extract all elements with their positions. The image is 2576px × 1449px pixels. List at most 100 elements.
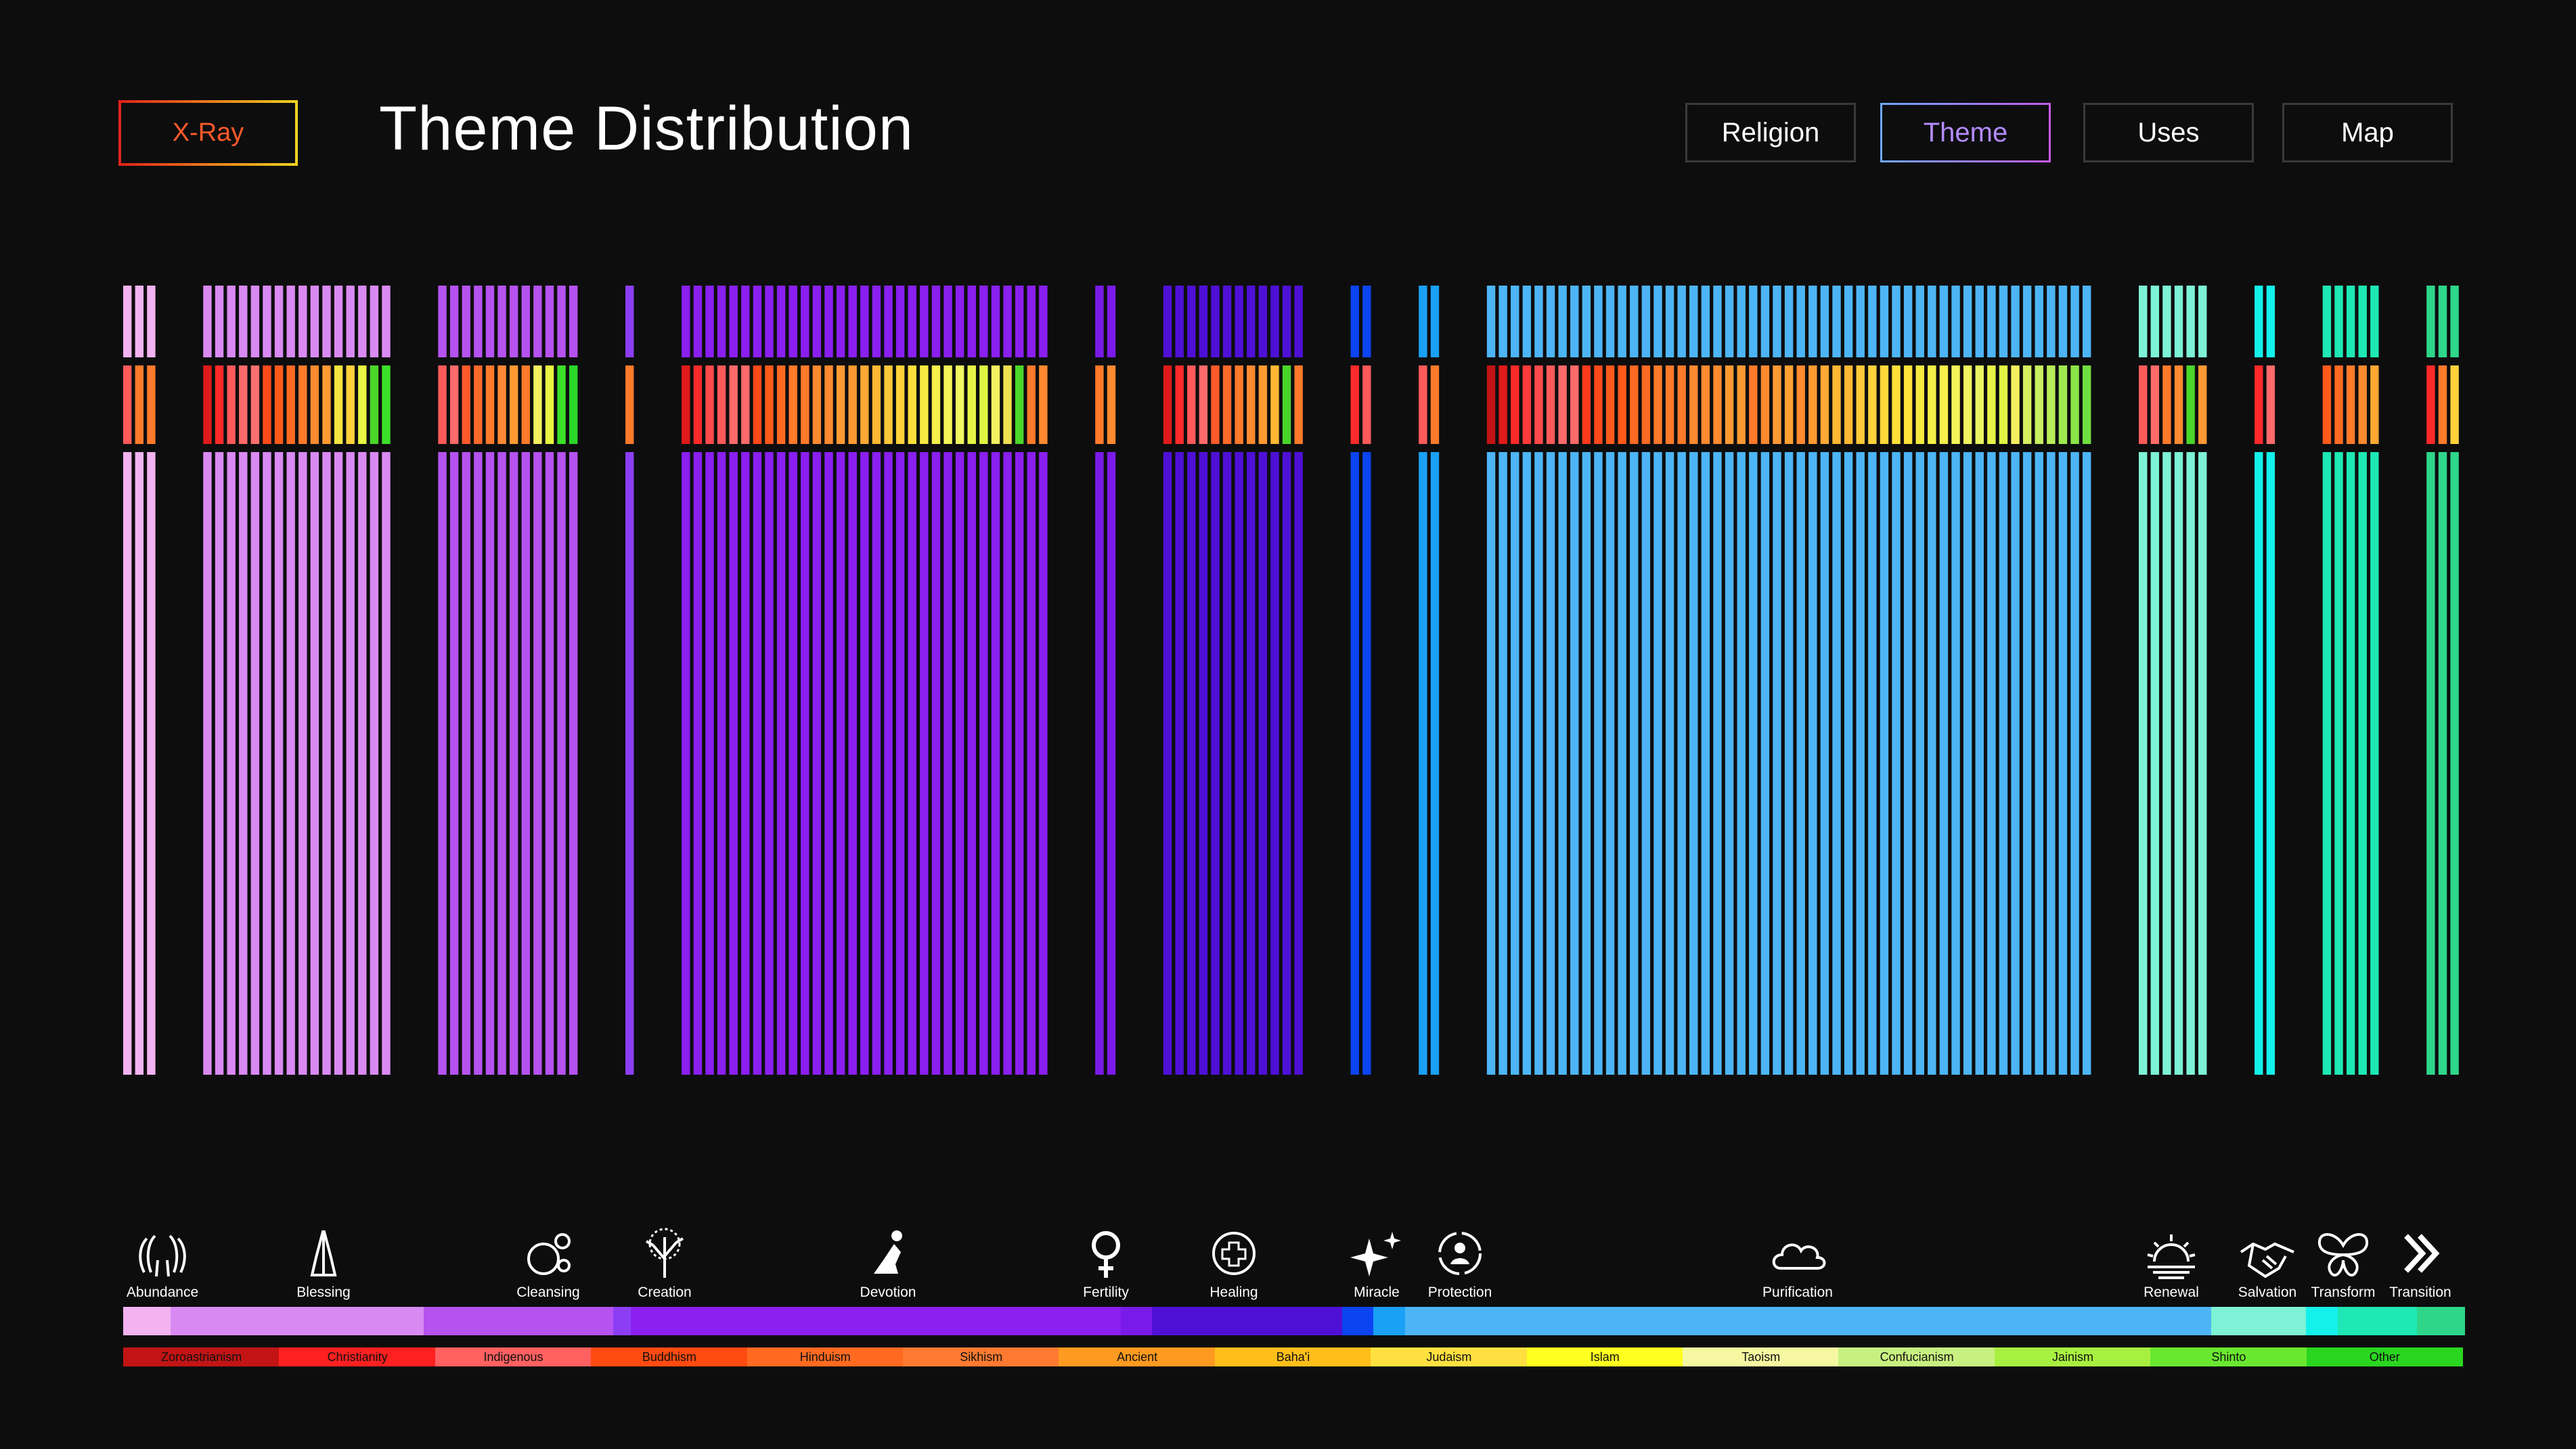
theme-stripe[interactable] xyxy=(497,286,506,357)
theme-stripe[interactable] xyxy=(1594,286,1603,357)
theme-stripe[interactable] xyxy=(1808,452,1817,1075)
religion-stripe[interactable] xyxy=(1653,365,1662,444)
theme-legend-item[interactable]: Creation xyxy=(624,1225,705,1301)
theme-bar-segment[interactable] xyxy=(2337,1307,2418,1335)
religion-stripe[interactable] xyxy=(1163,365,1172,444)
theme-stripe[interactable] xyxy=(848,452,857,1075)
theme-stripe[interactable] xyxy=(382,452,391,1075)
religion-stripe[interactable] xyxy=(801,365,809,444)
theme-stripe[interactable] xyxy=(1258,452,1268,1075)
theme-stripe[interactable] xyxy=(1880,452,1889,1075)
theme-stripe[interactable] xyxy=(310,452,319,1075)
theme-stripe[interactable] xyxy=(1270,286,1279,357)
theme-stripe[interactable] xyxy=(884,286,893,357)
religion-stripe[interactable] xyxy=(1975,365,1984,444)
religion-stripe[interactable] xyxy=(2346,365,2355,444)
religion-stripe[interactable] xyxy=(1362,365,1371,444)
theme-stripe[interactable] xyxy=(824,286,833,357)
religion-stripe[interactable] xyxy=(1844,365,1853,444)
religion-legend-item[interactable]: Sikhism xyxy=(903,1347,1060,1366)
religion-stripe[interactable] xyxy=(1796,365,1805,444)
religion-stripe[interactable] xyxy=(2070,365,2079,444)
theme-stripe[interactable] xyxy=(1294,286,1303,357)
religion-stripe[interactable] xyxy=(1199,365,1208,444)
theme-stripe[interactable] xyxy=(2370,452,2379,1075)
theme-stripe[interactable] xyxy=(741,286,750,357)
theme-stripe[interactable] xyxy=(801,286,809,357)
theme-stripe[interactable] xyxy=(509,286,518,357)
theme-stripe[interactable] xyxy=(334,286,343,357)
religion-stripe[interactable] xyxy=(967,365,976,444)
religion-stripe[interactable] xyxy=(449,365,459,444)
religion-stripe[interactable] xyxy=(789,365,797,444)
theme-stripe[interactable] xyxy=(2438,452,2447,1075)
religion-stripe[interactable] xyxy=(1963,365,1972,444)
theme-stripe[interactable] xyxy=(509,452,518,1075)
religion-stripe[interactable] xyxy=(462,365,470,444)
religion-stripe[interactable] xyxy=(1258,365,1268,444)
theme-stripe[interactable] xyxy=(943,286,952,357)
religion-legend-item[interactable]: Hinduism xyxy=(747,1347,904,1366)
theme-stripe[interactable] xyxy=(1247,286,1256,357)
religion-stripe[interactable] xyxy=(693,365,703,444)
religion-stripe[interactable] xyxy=(557,365,566,444)
religion-stripe[interactable] xyxy=(1677,365,1686,444)
theme-stripe[interactable] xyxy=(1641,452,1651,1075)
theme-stripe[interactable] xyxy=(1915,452,1924,1075)
religion-stripe[interactable] xyxy=(286,365,295,444)
religion-stripe[interactable] xyxy=(2139,365,2148,444)
theme-stripe[interactable] xyxy=(1701,452,1710,1075)
religion-stripe[interactable] xyxy=(836,365,845,444)
theme-stripe[interactable] xyxy=(682,286,690,357)
theme-stripe[interactable] xyxy=(1199,286,1208,357)
theme-stripe[interactable] xyxy=(1107,452,1116,1075)
theme-stripe[interactable] xyxy=(1027,286,1036,357)
theme-stripe[interactable] xyxy=(908,286,916,357)
theme-stripe[interactable] xyxy=(789,286,797,357)
religion-stripe[interactable] xyxy=(1903,365,1913,444)
religion-stripe[interactable] xyxy=(1773,365,1781,444)
theme-stripe[interactable] xyxy=(1951,452,1960,1075)
theme-stripe[interactable] xyxy=(1605,452,1615,1075)
theme-stripe[interactable] xyxy=(203,286,212,357)
religion-stripe[interactable] xyxy=(1713,365,1722,444)
theme-stripe[interactable] xyxy=(1665,286,1674,357)
religion-stripe[interactable] xyxy=(1987,365,1996,444)
religion-stripe[interactable] xyxy=(1486,365,1496,444)
theme-stripe[interactable] xyxy=(135,452,144,1075)
theme-stripe[interactable] xyxy=(135,286,144,357)
religion-stripe[interactable] xyxy=(895,365,905,444)
religion-stripe[interactable] xyxy=(239,365,248,444)
religion-stripe[interactable] xyxy=(979,365,988,444)
theme-stripe[interactable] xyxy=(920,452,929,1075)
religion-stripe[interactable] xyxy=(931,365,941,444)
theme-stripe[interactable] xyxy=(263,452,271,1075)
theme-stripe[interactable] xyxy=(705,286,714,357)
theme-stripe[interactable] xyxy=(1534,452,1543,1075)
theme-stripe[interactable] xyxy=(2358,452,2367,1075)
theme-stripe[interactable] xyxy=(147,286,156,357)
theme-stripe[interactable] xyxy=(776,286,786,357)
theme-bar-segment[interactable] xyxy=(1152,1307,1343,1335)
religion-stripe[interactable] xyxy=(227,365,236,444)
theme-stripe[interactable] xyxy=(625,286,634,357)
theme-stripe[interactable] xyxy=(2255,452,2263,1075)
theme-stripe[interactable] xyxy=(860,286,869,357)
theme-stripe[interactable] xyxy=(203,452,212,1075)
religion-stripe[interactable] xyxy=(848,365,857,444)
theme-stripe[interactable] xyxy=(1856,452,1865,1075)
theme-stripe[interactable] xyxy=(1511,452,1519,1075)
theme-stripe[interactable] xyxy=(1749,452,1758,1075)
religion-stripe[interactable] xyxy=(1282,365,1291,444)
theme-stripe[interactable] xyxy=(1258,286,1268,357)
theme-stripe[interactable] xyxy=(1903,452,1913,1075)
religion-stripe[interactable] xyxy=(2438,365,2447,444)
religion-stripe[interactable] xyxy=(2322,365,2332,444)
theme-stripe[interactable] xyxy=(123,286,132,357)
theme-stripe[interactable] xyxy=(1689,286,1698,357)
theme-stripe[interactable] xyxy=(449,452,459,1075)
religion-stripe[interactable] xyxy=(135,365,144,444)
theme-stripe[interactable] xyxy=(1915,286,1924,357)
religion-stripe[interactable] xyxy=(1570,365,1579,444)
theme-stripe[interactable] xyxy=(2426,452,2435,1075)
